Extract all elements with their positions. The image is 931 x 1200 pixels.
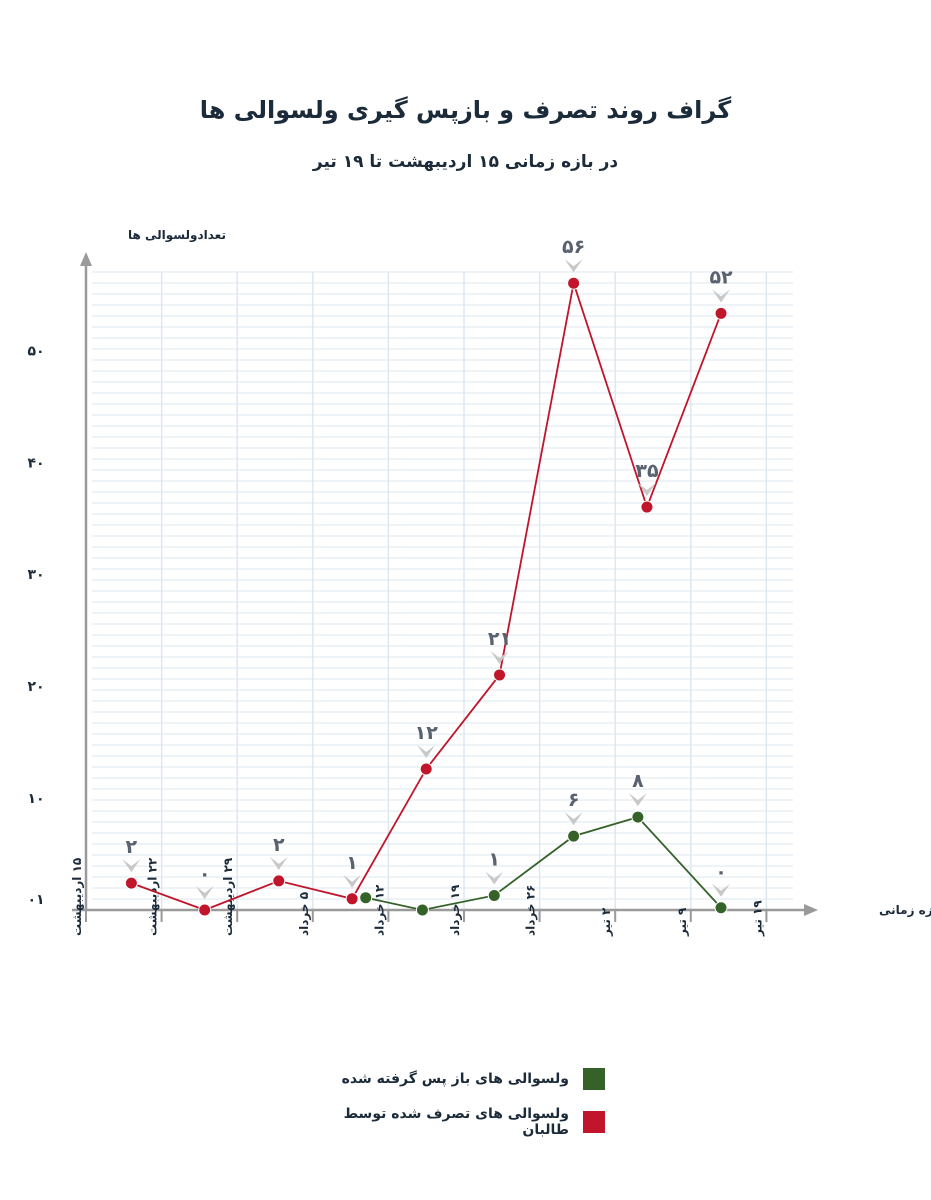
x-tick-label: ۲۹ اردیبهشت <box>221 857 235 936</box>
x-tick-label: ۵ خرداد <box>297 892 311 936</box>
data-label: ۰ <box>715 861 727 883</box>
pointer-chevron <box>269 856 288 870</box>
data-point <box>487 888 501 902</box>
data-point <box>124 876 138 890</box>
data-point <box>714 306 728 320</box>
pointer-chevron <box>195 886 214 899</box>
x-tick-label: ۲ تیر <box>599 907 613 937</box>
x-tick-label: ۱۵ اردیبهشت <box>70 858 84 936</box>
data-label: ۱ <box>346 852 358 874</box>
data-point <box>631 810 645 824</box>
data-label: ۸ <box>632 770 644 792</box>
data-point <box>272 874 286 888</box>
pointer-chevron <box>564 259 583 273</box>
y-tick-label: ۲۰ <box>27 679 44 695</box>
data-label: ۵۲ <box>709 266 733 288</box>
legend-label-taken: ولسوالی های تصرف شده توسط طالبان <box>343 1106 569 1138</box>
series-line <box>365 816 722 911</box>
pointer-chevron <box>628 793 647 807</box>
x-tick-label: ۲۲ اردیبهشت <box>146 857 160 936</box>
x-axis-label: بازه زمانی <box>879 903 931 917</box>
pointer-chevron <box>122 859 141 873</box>
data-point <box>345 892 359 906</box>
grid-lines <box>92 271 793 910</box>
data-label: ۱ <box>488 848 500 870</box>
legend-item-taken: ولسوالی های تصرف شده توسط طالبان <box>300 1106 605 1138</box>
y-axis-label: تعدادولسوالی ها <box>128 228 226 243</box>
pointer-chevron <box>485 871 504 885</box>
y-tick-label: ۴۰ <box>27 455 44 471</box>
pointer-chevron <box>564 812 583 826</box>
data-point <box>419 762 433 776</box>
pointer-chevron <box>417 744 436 758</box>
legend-item-recaptured: ولسوالی های باز پس گرفته شده <box>300 1068 605 1090</box>
pointer-chevron <box>490 650 509 664</box>
series-recaptured: ۱ ۶ ۸ ۰ <box>359 770 731 917</box>
x-tick-label: ۱۲ خرداد <box>372 884 386 936</box>
data-point <box>714 901 728 915</box>
data-label: ۶ <box>568 789 580 811</box>
x-tick-label: ۲۶ خرداد <box>524 885 538 936</box>
x-axis-arrow <box>804 904 818 916</box>
legend-swatch-taken <box>583 1111 605 1133</box>
data-point <box>198 903 212 917</box>
y-tick-label: ۱۰ <box>27 791 44 807</box>
chart-title: گراف روند تصرف و بازپس گیری ولسوالی ها <box>199 96 732 124</box>
x-tick-label: ۱۹ خرداد <box>448 884 462 936</box>
y-tick-label: ۳۰ <box>27 567 44 583</box>
y-tick-label: ۰۱ <box>27 892 44 908</box>
data-label: ۲۱ <box>488 628 511 650</box>
pointer-chevron <box>343 874 362 888</box>
legend-label-recaptured: ولسوالی های باز پس گرفته شده <box>341 1071 569 1087</box>
x-tick-label: ۱۹ تیر <box>750 900 764 937</box>
legend-swatch-recaptured <box>583 1068 605 1090</box>
data-point <box>640 500 654 514</box>
axes: تعدادولسوالی ها بازه زمانی <box>72 228 931 917</box>
data-point <box>493 668 507 682</box>
data-label: ۳۵ <box>635 460 659 482</box>
chart-subtitle: در بازه زمانی ۱۵ اردیبهشت تا ۱۹ تیر <box>312 152 619 172</box>
data-label: ۰ <box>199 863 211 885</box>
data-point <box>567 829 581 843</box>
pointer-chevron <box>712 289 731 303</box>
y-axis-arrow <box>80 252 92 266</box>
data-label: ۲ <box>126 836 138 858</box>
x-tick-label: ۹ تیر <box>675 907 689 937</box>
data-point <box>415 903 429 917</box>
data-point <box>567 276 581 290</box>
pointer-chevron <box>712 883 731 897</box>
data-label: ۵۶ <box>562 236 585 258</box>
data-point <box>359 891 373 905</box>
y-tick-label: ۵۰ <box>27 343 44 359</box>
pointer-chevron <box>637 483 656 497</box>
data-label: ۲ <box>273 834 285 856</box>
data-label: ۱۲ <box>415 722 439 744</box>
